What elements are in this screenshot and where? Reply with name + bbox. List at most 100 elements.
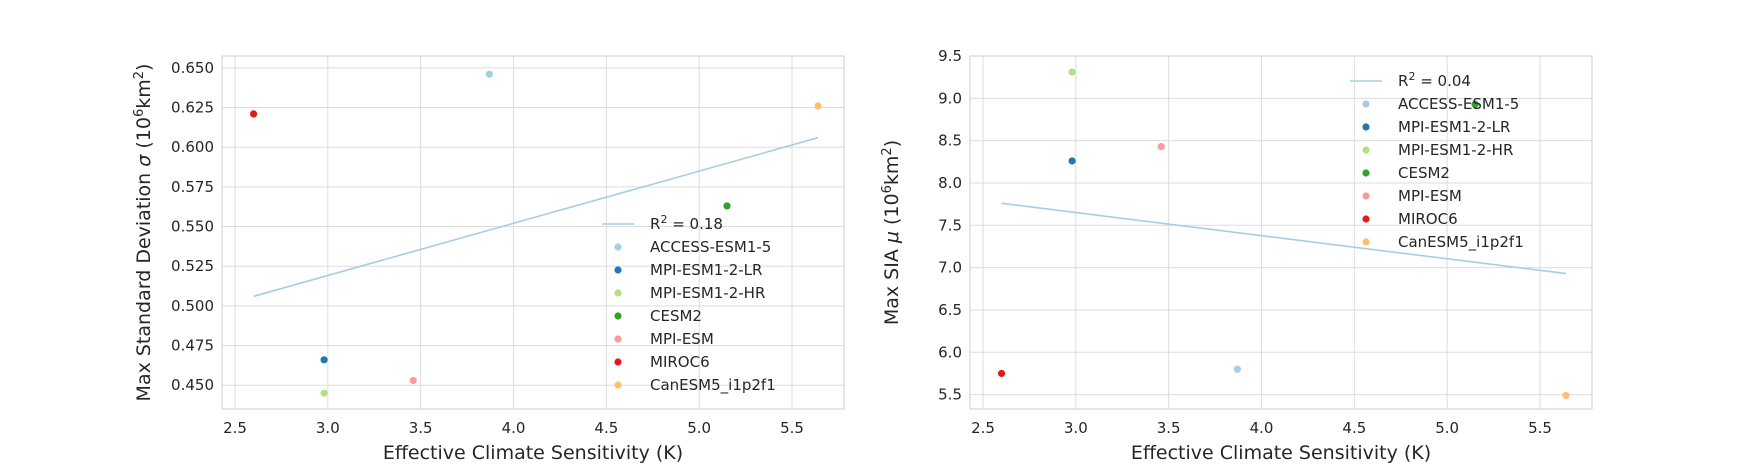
legend-entry-label: CanESM5_i1p2f1: [650, 376, 776, 395]
legend-entry-label: CanESM5_i1p2f1: [1398, 233, 1524, 252]
data-point-mpi-esm1-2-hr: [320, 389, 328, 397]
data-point-access-esm1-5: [1233, 365, 1241, 373]
legend-marker: [614, 312, 622, 320]
legend-fit-label-superscript: 2: [660, 213, 667, 226]
legend-entry-label: CESM2: [1398, 164, 1450, 182]
left-scatter-panel: 2.5 3.0 3.5 4.0 4.5 5.0 5.5 0.450 0.475 0.500 0.52…: [132, 55, 845, 464]
legend-marker: [1362, 169, 1370, 177]
data-point-mpi-esm: [409, 376, 417, 385]
plot-frame: [221, 55, 845, 410]
y-tick-label: 0.625: [171, 99, 214, 117]
legend-entry-label: CESM2: [650, 307, 702, 325]
regression-line: [253, 136, 819, 298]
legend-marker: [1362, 238, 1370, 246]
legend-marker: [1362, 146, 1370, 154]
plot-background: [970, 56, 1592, 409]
y-axis-label-superscript: 2: [880, 147, 895, 155]
legend-marker: [614, 335, 622, 343]
data-point-canesm5_i1p2f1: [1562, 391, 1570, 400]
legend-fit-label-text: R: [650, 215, 660, 233]
legend-marker: [1362, 192, 1370, 200]
x-tick-label: 3.5: [409, 419, 433, 437]
y-axis-label-text: ): [881, 140, 903, 147]
legend-marker: [614, 266, 622, 274]
legend-marker: [614, 243, 622, 251]
y-axis-label-superscript: 6: [132, 109, 147, 117]
legend-entry-label: MPI-ESM: [650, 330, 714, 348]
legend-marker: [614, 289, 622, 297]
regression-line: [1001, 202, 1567, 275]
y-axis-label: Max Standard Deviation σ (106km2): [132, 64, 155, 402]
legend-marker: [1362, 123, 1370, 131]
y-tick-label: 5.5: [938, 386, 962, 404]
y-axis-label-text: Max SIA: [881, 243, 903, 325]
x-tick-label: 4.5: [1342, 419, 1366, 437]
y-axis-label-text: km: [133, 79, 155, 109]
data-point-mpi-esm: [1157, 142, 1165, 151]
y-tick-label: 0.575: [171, 178, 214, 196]
y-axis-label-text: (10: [881, 193, 903, 231]
x-tick-label: 2.5: [971, 419, 995, 437]
legend-fit-label: R2 = 0.04: [1398, 70, 1471, 90]
legend-entry-label: MPI-ESM1-2-LR: [650, 261, 762, 279]
legend-entry-label: MIROC6: [650, 353, 710, 371]
data-point-mpi-esm1-2-lr: [320, 356, 328, 364]
legend-entry-label: ACCESS-ESM1-5: [1398, 95, 1519, 113]
legend-fit-label-superscript: 2: [1408, 70, 1415, 83]
x-tick-label: 5.0: [1435, 419, 1459, 437]
y-axis-label-text: (10: [133, 117, 155, 155]
legend-fit-label-text: R: [1398, 72, 1408, 90]
y-tick-label: 0.450: [171, 376, 214, 394]
x-tick-label: 4.0: [1250, 419, 1274, 437]
data-point-canesm5_i1p2f1: [814, 102, 822, 110]
legend-entry-label: MPI-ESM1-2-LR: [1398, 118, 1510, 136]
x-tick-label: 5.0: [687, 419, 711, 437]
data-point-miroc6: [249, 110, 258, 118]
y-axis-label-text: ): [133, 64, 155, 71]
legend-entry-label: MPI-ESM1-2-HR: [1398, 141, 1513, 159]
x-tick-label: 4.0: [502, 419, 526, 437]
y-tick-label: 7.0: [938, 259, 962, 277]
y-tick-label: 8.5: [938, 132, 962, 150]
x-tick-label: 2.5: [223, 419, 247, 437]
x-tick-label: 5.5: [1528, 419, 1552, 437]
data-point-access-esm1-5: [485, 70, 493, 78]
legend-marker: [614, 358, 622, 366]
legend-fit-label-text: = 0.18: [667, 215, 723, 233]
x-axis-label: Effective Climate Sensitivity (K): [1131, 442, 1431, 464]
y-tick-label: 6.0: [938, 343, 962, 361]
data-point-mpi-esm1-2-lr: [1068, 157, 1076, 165]
data-point-miroc6: [997, 369, 1006, 378]
y-axis-label: Max SIA μ (106km2): [880, 140, 903, 325]
plot-background: [222, 56, 844, 409]
x-tick-label: 3.5: [1157, 419, 1181, 437]
data-point-mpi-esm1-2-hr: [1068, 68, 1076, 76]
y-tick-label: 7.5: [938, 216, 962, 234]
x-axis-label: Effective Climate Sensitivity (K): [383, 442, 683, 464]
y-tick-label: 9.0: [938, 89, 962, 107]
x-tick-label: 3.0: [1064, 419, 1088, 437]
y-axis-label-symbol: σ: [133, 154, 155, 167]
data-point-cesm2: [723, 202, 731, 210]
y-tick-label: 0.475: [171, 337, 214, 355]
y-tick-label: 8.0: [938, 174, 962, 192]
legend-entry-label: MIROC6: [1398, 210, 1458, 228]
legend: R2 = 0.18 ACCESS-ESM1-5 MPI-ESM1-2-LR MPI-E…: [602, 213, 776, 395]
right-scatter-panel: 2.5 3.0 3.5 4.0 4.5 5.0 5.5 5.5 6.0 6.5 7.0 7.5 8.0 8…: [880, 47, 1593, 464]
y-tick-label: 0.525: [171, 257, 214, 275]
legend-marker: [1362, 215, 1370, 223]
legend-entry-label: ACCESS-ESM1-5: [650, 238, 771, 256]
y-tick-label: 0.650: [171, 59, 214, 77]
y-axis-label-symbol: μ: [881, 231, 903, 244]
x-tick-label: 5.5: [780, 419, 804, 437]
y-axis-label-superscript: 6: [880, 185, 895, 193]
legend-fit-label: R2 = 0.18: [650, 213, 723, 233]
y-tick-label: 0.550: [171, 218, 214, 236]
legend-entry-label: MPI-ESM: [1398, 187, 1462, 205]
x-tick-label: 3.0: [316, 419, 340, 437]
legend-entry-label: MPI-ESM1-2-HR: [650, 284, 765, 302]
y-tick-label: 6.5: [938, 301, 962, 319]
legend: R2 = 0.04 ACCESS-ESM1-5 MPI-ESM1-2-LR MPI-E…: [1350, 70, 1524, 252]
y-tick-label: 0.600: [171, 138, 214, 156]
